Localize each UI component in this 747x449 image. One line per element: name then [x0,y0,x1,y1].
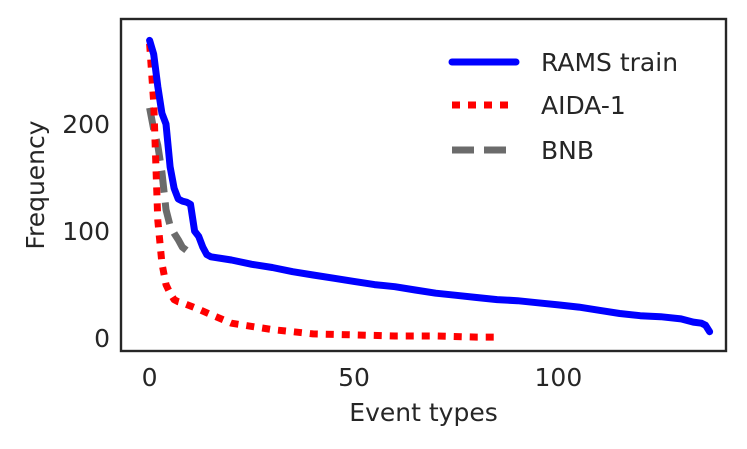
x-tick-label: 0 [142,363,158,392]
y-tick-label: 100 [62,217,110,246]
series-layer [146,36,714,341]
legend-label: AIDA-1 [541,91,626,120]
legend-label: BNB [541,136,594,165]
y-tick-label: 0 [94,324,110,353]
y-axis-label: Frequency [21,120,50,249]
legend: RAMS train AIDA-1 BNB [448,48,678,165]
series-line-rams-train [146,36,714,336]
legend-label: RAMS train [541,48,678,77]
x-tick-label: 50 [338,363,370,392]
y-axis-ticks: 0 100 200 [62,110,110,353]
y-tick-label: 200 [62,110,110,139]
x-axis-label: Event types [349,398,497,427]
series-line-bnb [146,107,189,254]
x-tick-label: 100 [535,363,583,392]
series-line-aida-1 [146,43,498,341]
plot-area-frame [119,17,728,353]
x-axis-ticks: 0 50 100 [142,363,583,392]
